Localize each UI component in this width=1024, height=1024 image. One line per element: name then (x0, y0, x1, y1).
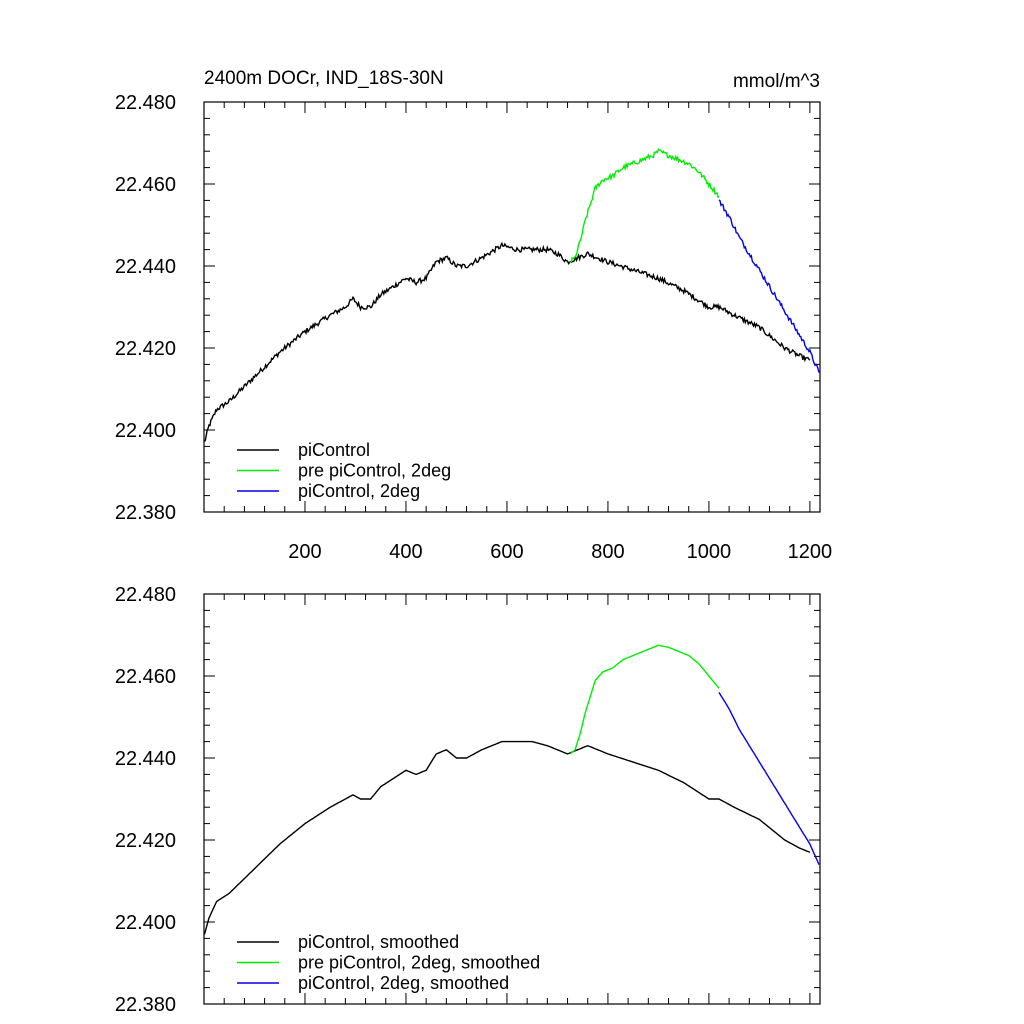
y-tick-label: 22.460 (115, 174, 176, 196)
y-tick-label: 22.380 (115, 502, 176, 524)
y-tick-label: 22.400 (115, 912, 176, 934)
series-line (203, 740, 811, 935)
y-tick-label: 22.440 (115, 256, 176, 278)
x-tick-label: 400 (389, 541, 422, 563)
y-tick-label: 22.420 (115, 338, 176, 360)
series-line (203, 241, 811, 442)
series-line (569, 644, 720, 755)
bottom-panel: 22.380 22.400 22.420 22.440 22.460 22.480 piC… (115, 584, 821, 1016)
axes-ticks: 22.380 22.400 22.420 22.440 22.460 22.480 (115, 584, 820, 1016)
series-line (569, 148, 720, 264)
series-line (718, 199, 820, 373)
x-tick-label: 200 (288, 541, 321, 563)
axes-ticks: 22.380 22.400 22.420 22.440 22.460 22.480 200 4… (115, 92, 832, 563)
plot-frame (203, 593, 821, 1005)
series-lines (203, 148, 820, 442)
y-tick-label: 22.400 (115, 420, 176, 442)
x-tick-label: 600 (490, 541, 523, 563)
x-tick-label: 1200 (788, 541, 833, 563)
legend-label: piControl, 2deg (298, 481, 420, 501)
y-tick-label: 22.480 (115, 584, 176, 606)
y-tick-label: 22.460 (115, 666, 176, 688)
legend-label: piControl, 2deg, smoothed (298, 973, 509, 993)
y-tick-label: 22.440 (115, 748, 176, 770)
legend-label: piControl (298, 440, 370, 460)
y-tick-label: 22.480 (115, 92, 176, 114)
x-tick-label: 800 (591, 541, 624, 563)
series-lines (203, 644, 820, 935)
y-tick-label: 22.380 (115, 994, 176, 1016)
top-panel: 2400m DOCr, IND_18S-30N mmol/m^3 22.3802… (115, 68, 832, 563)
series-line (718, 692, 820, 865)
units-label: mmol/m^3 (733, 71, 820, 92)
legend-label: piControl, smoothed (298, 932, 459, 952)
y-tick-label: 22.420 (115, 830, 176, 852)
plot-frame (203, 101, 821, 513)
legend-label: pre piControl, 2deg (298, 461, 451, 481)
legend-label: pre piControl, 2deg, smoothed (298, 953, 540, 973)
chart-title: 2400m DOCr, IND_18S-30N (204, 68, 444, 89)
x-tick-label: 1000 (687, 541, 732, 563)
